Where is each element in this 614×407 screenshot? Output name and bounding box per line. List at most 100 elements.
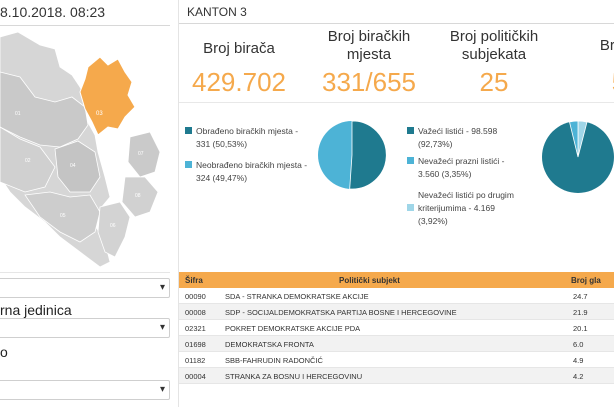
chevron-down-icon: ▾ xyxy=(159,322,165,333)
cell-votes: 4.2 xyxy=(573,372,584,381)
cell-code: 00090 xyxy=(185,292,206,301)
legend-invalid-other: Nevažeći listići po drugim kriterijumima… xyxy=(407,189,537,228)
map-region-07[interactable] xyxy=(127,131,161,178)
cell-subject: SDA - STRANKA DEMOKRATSKE AKCIJE xyxy=(225,292,369,301)
map-label: 04 xyxy=(70,163,76,169)
stat-voters: Broj birača 429.702 xyxy=(179,28,299,98)
stat-title: Broj biračkih mjesta xyxy=(327,28,411,63)
timestamp-header: 8.10.2018. 08:23 xyxy=(0,0,170,26)
map-label: 02 xyxy=(25,158,31,164)
stat-value: 331/655 xyxy=(322,67,416,97)
legend-valid: Važeći listići - 98.598 (92,73%) xyxy=(407,125,537,151)
right-panel: KANTON 3 Broj birača 429.702 Broj biračk… xyxy=(178,0,614,407)
stat-value: 25 xyxy=(479,67,509,97)
legend-swatch xyxy=(407,127,414,134)
table-row[interactable]: 00008 SDP - SOCIJALDEMOKRATSKA PARTIJA BO… xyxy=(179,304,614,320)
table-row[interactable]: 00090 SDA - STRANKA DEMOKRATSKE AKCIJE 24.… xyxy=(179,288,614,304)
cell-code: 00008 xyxy=(185,308,206,317)
stat-title: Broj političkih subjekata xyxy=(449,28,539,63)
legend-processed: Obrađeno biračkih mjesta - 331 (50,53%) xyxy=(185,125,315,151)
cell-code: 02321 xyxy=(185,324,206,333)
unit-select[interactable]: ▾ xyxy=(0,318,170,338)
table-row[interactable]: 00004 STRANKA ZA BOSNU I HERCEGOVINU 4.2 xyxy=(179,368,614,384)
cell-subject: STRANKA ZA BOSNU I HERCEGOVINU xyxy=(225,372,363,381)
stat-title: Broj k xyxy=(599,37,614,54)
legend-value: 331 (50,53%) xyxy=(196,139,248,149)
map-label: 05 xyxy=(60,213,66,219)
map-region-04[interactable] xyxy=(54,140,101,193)
cell-code: 00004 xyxy=(185,372,206,381)
legend-label: Neobrađeno biračkih mjesta - xyxy=(196,160,308,170)
legend-extra: (3,92%) xyxy=(418,216,448,226)
stat-political-subjects: Broj političkih subjekata 25 xyxy=(434,28,554,98)
cell-subject: SBB-FAHRUDIN RADONČIĆ xyxy=(225,356,323,365)
results-table: Šifra Politički subjekt Broj gla 00090 SD… xyxy=(179,272,614,384)
table-row[interactable]: 01182 SBB-FAHRUDIN RADONČIĆ 4.9 xyxy=(179,352,614,368)
kanton-header: KANTON 3 xyxy=(179,0,614,24)
stats-row: Broj birača 429.702 Broj biračkih mjesta… xyxy=(179,28,614,103)
map-region-02[interactable] xyxy=(0,71,89,148)
pie-section: Obrađeno biračkih mjesta - 331 (50,53%) … xyxy=(179,115,614,250)
pie-ballots[interactable] xyxy=(541,120,614,194)
col-header-subject[interactable]: Politički subjekt xyxy=(339,276,400,285)
pie-polling-stations[interactable] xyxy=(317,120,387,190)
chevron-down-icon: ▾ xyxy=(159,282,165,293)
legend-value: 324 (49,47%) xyxy=(196,173,248,183)
legend-invalid-empty: Nevažeći prazni listići - 3.560 (3,35%) xyxy=(407,155,537,181)
pie-slice-processed[interactable] xyxy=(349,120,387,190)
legend-unprocessed: Neobrađeno biračkih mjesta - 324 (49,47%… xyxy=(185,159,315,185)
region-select[interactable]: ▾ xyxy=(0,278,170,298)
stat-candidates: Broj k 5 xyxy=(559,28,614,98)
table-row[interactable]: 02321 POKRET DEMOKRATSKE AKCIJE PDA 20.1 xyxy=(179,320,614,336)
map-label: 08 xyxy=(135,193,141,199)
cell-votes: 4.9 xyxy=(573,356,584,365)
map-region-06[interactable] xyxy=(97,201,131,258)
cell-votes: 20.1 xyxy=(573,324,588,333)
legend-swatch xyxy=(185,127,192,134)
stat-polling-stations: Broj biračkih mjesta 331/655 xyxy=(304,28,434,98)
cell-votes: 24.7 xyxy=(573,292,588,301)
pie-slice-invalid-empty[interactable] xyxy=(569,120,579,158)
map-svg[interactable]: 03 01 04 06 02 07 05 08 xyxy=(0,27,170,272)
cell-code: 01182 xyxy=(185,356,206,365)
cell-subject: SDP - SOCIJALDEMOKRATSKA PARTIJA BOSNE I… xyxy=(225,308,457,317)
legend-value: (92,73%) xyxy=(418,139,453,149)
cell-subject: POKRET DEMOKRATSKE AKCIJE PDA xyxy=(225,324,361,333)
legend-swatch xyxy=(407,204,414,211)
divider xyxy=(0,272,170,273)
legend-label: Obrađeno biračkih mjesta - xyxy=(196,126,299,136)
legend-swatch xyxy=(407,157,414,164)
stat-value: 5 xyxy=(559,67,614,98)
chevron-down-icon: ▾ xyxy=(159,384,165,395)
left-panel: 8.10.2018. 08:23 03 01 04 06 02 07 xyxy=(0,0,170,407)
map-region-03[interactable] xyxy=(0,126,56,193)
map-region-05[interactable] xyxy=(24,191,101,243)
legend-label: Važeći listići - 98.598 xyxy=(418,126,498,136)
cell-votes: 21.9 xyxy=(573,308,588,317)
col-header-votes[interactable]: Broj gla xyxy=(571,276,601,285)
legend-label: Nevažeći listići po drugim xyxy=(418,190,514,200)
stat-value: 429.702 xyxy=(192,67,286,97)
col-header-code[interactable]: Šifra xyxy=(185,276,203,285)
cell-votes: 6.0 xyxy=(573,340,584,349)
map-label-highlighted: 03 xyxy=(96,111,103,117)
map-label: 07 xyxy=(138,151,144,157)
table-row[interactable]: 01698 DEMOKRATSKA FRONTA 6.0 xyxy=(179,336,614,352)
map-label: 01 xyxy=(15,111,21,117)
unit-label: rna jedinica xyxy=(0,302,72,318)
cell-subject: DEMOKRATSKA FRONTA xyxy=(225,340,314,349)
region-map[interactable]: 03 01 04 06 02 07 05 08 xyxy=(0,27,170,272)
table-header: Šifra Politički subjekt Broj gla xyxy=(179,272,614,288)
third-label: o xyxy=(0,344,8,360)
map-label: 06 xyxy=(110,223,116,229)
legend-label: Nevažeći prazni listići - xyxy=(418,156,505,166)
legend-swatch xyxy=(185,161,192,168)
third-select[interactable]: ▾ xyxy=(0,380,170,400)
legend-value: kriterijumima - 4.169 xyxy=(418,203,495,213)
legend-value: 3.560 (3,35%) xyxy=(418,169,472,179)
map-region-highlighted[interactable] xyxy=(79,56,136,136)
cell-code: 01698 xyxy=(185,340,206,349)
map-region-08[interactable] xyxy=(121,176,159,218)
stat-title: Broj birača xyxy=(203,39,275,57)
